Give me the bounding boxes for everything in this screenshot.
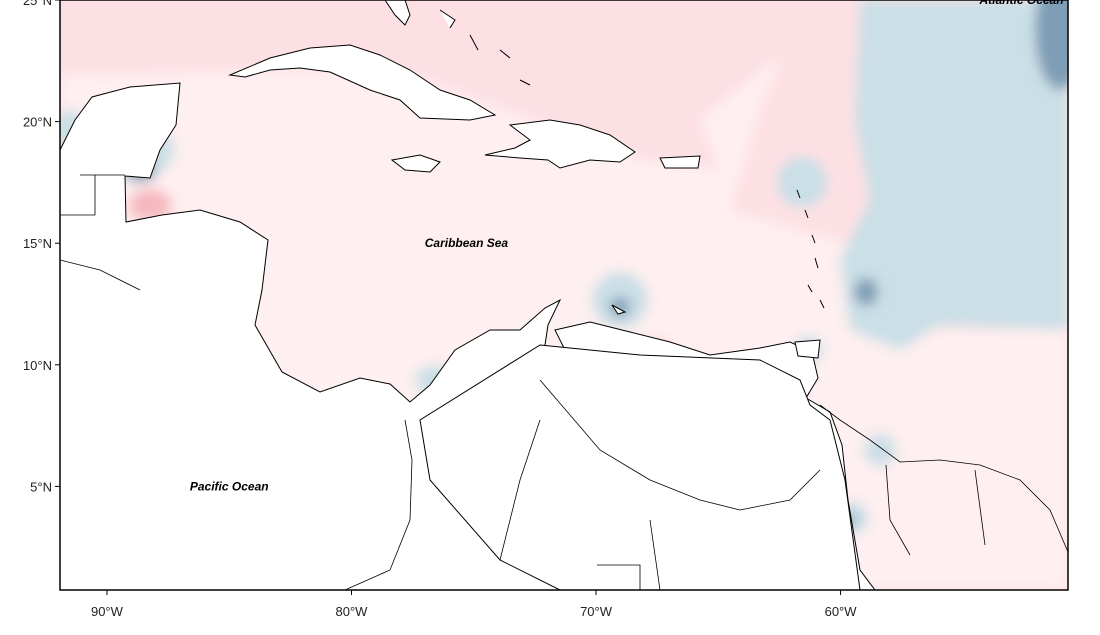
y-tick-label: 20°N	[23, 115, 52, 130]
ocean-label: Caribbean Sea	[425, 236, 509, 250]
venezuela-patch	[419, 344, 861, 590]
bahamas	[439, 9, 531, 86]
ocean-label: Pacific Ocean	[190, 479, 269, 493]
ocean-label: Atlantic Ocean	[979, 0, 1064, 7]
frame	[59, 0, 1069, 591]
jamaica	[390, 154, 441, 173]
lesser-antilles	[796, 189, 825, 309]
y-tick-label: 25°N	[23, 0, 52, 8]
x-tick-label: 80°W	[336, 604, 369, 619]
y-tick-label: 10°N	[23, 358, 52, 373]
y-tick-label: 15°N	[23, 236, 52, 251]
x-tick-label: 70°W	[580, 604, 613, 619]
x-tick-label: 90°W	[91, 604, 124, 619]
guiana-coast	[819, 404, 1068, 553]
hispaniola	[484, 119, 636, 169]
x-tick-label: 60°W	[825, 604, 858, 619]
cuba	[228, 44, 497, 121]
y-tick-label: 5°N	[30, 479, 52, 494]
curacao	[611, 304, 627, 315]
borders	[60, 174, 986, 590]
map-field	[60, 0, 1068, 590]
trinidad	[794, 339, 821, 359]
florida	[384, 0, 411, 26]
puerto-rico	[659, 155, 701, 169]
